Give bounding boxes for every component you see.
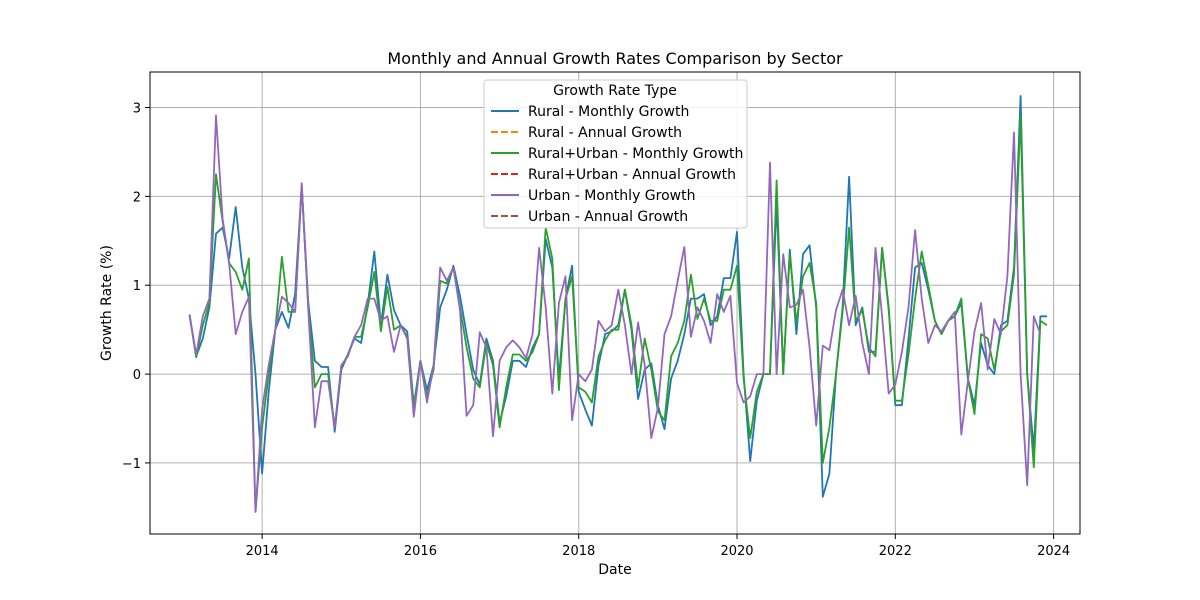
x-tick-label: 2014: [246, 544, 279, 559]
legend-entry-label: Rural+Urban - Monthly Growth: [528, 146, 743, 162]
plot-area-frame: [149, 71, 1081, 535]
y-tick-label: 2: [133, 190, 141, 205]
x-tick-label: 2020: [720, 544, 753, 559]
x-tick-label: 2018: [562, 544, 595, 559]
x-tick-label: 2016: [404, 544, 437, 559]
legend-entry-label: Rural - Monthly Growth: [528, 104, 689, 120]
legend-items: Rural - Monthly Growth Rural - Annual Gro…: [491, 104, 743, 225]
x-axis-label: Date: [598, 562, 631, 578]
legend: Growth Rate Type Rural - Monthly GrowthR…: [483, 79, 748, 229]
y-tick-label: 0: [133, 368, 141, 383]
y-tick-label: 3: [133, 102, 141, 117]
x-tick-label: 2024: [1037, 544, 1070, 559]
series-line-urban-monthly-growth: [188, 114, 1042, 513]
legend-entry-label: Rural+Urban - Annual Growth: [528, 167, 736, 183]
x-tick-label: 2022: [879, 544, 912, 559]
plot-series: [188, 95, 1048, 513]
chart-title: Monthly and Annual Growth Rates Comparis…: [387, 49, 843, 68]
y-tick-label: 1: [133, 279, 141, 294]
axis-ticks: 2014 2016 2018 2020 2022 2024 −1 0 1 2 3: [122, 102, 1070, 559]
legend-box: [483, 79, 748, 229]
legend-entry-label: Urban - Monthly Growth: [528, 188, 695, 204]
legend-entry-label: Urban - Annual Growth: [528, 209, 688, 225]
y-axis-label: Growth Rate (%): [99, 245, 115, 361]
legend-title: Growth Rate Type: [553, 83, 677, 99]
y-tick-label: −1: [122, 457, 141, 472]
legend-entry-label: Rural - Annual Growth: [528, 125, 682, 141]
